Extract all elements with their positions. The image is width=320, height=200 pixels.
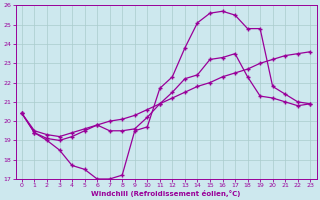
X-axis label: Windchill (Refroidissement éolien,°C): Windchill (Refroidissement éolien,°C)	[92, 190, 241, 197]
